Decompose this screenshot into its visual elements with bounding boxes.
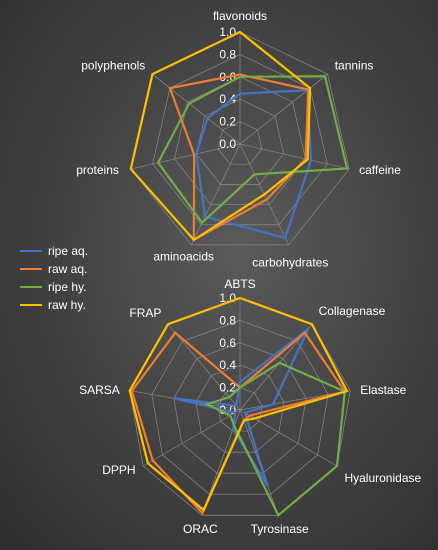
axis-label-proteins: proteins <box>76 163 119 177</box>
axis-label-collagenase: Collagenase <box>319 304 386 318</box>
series-ripe-hy <box>156 75 349 225</box>
axis-label-carbohydrates: carbohydrates <box>252 256 328 270</box>
grid-ring <box>195 364 285 453</box>
grid-spoke <box>239 323 313 411</box>
tick-label: 0.8 <box>219 47 236 61</box>
axis-label-orac: ORAC <box>183 522 218 536</box>
series-raw-aq <box>168 73 310 242</box>
axis-label-aminoacids: aminoacids <box>153 250 214 264</box>
axis-label-elastase: Elastase <box>360 383 406 397</box>
grid-ring <box>195 98 285 185</box>
legend-label: ripe aq. <box>48 244 89 258</box>
axis-label-dpph: DPPH <box>102 463 135 477</box>
series-ripe-hy <box>203 361 346 517</box>
legend-swatch <box>20 250 42 252</box>
tick-label: 0.4 <box>219 358 236 372</box>
grid-spoke <box>152 73 241 145</box>
axis-label-polyphenols: polyphenols <box>81 59 145 73</box>
grid-spoke <box>239 143 350 170</box>
tick-label: 0.8 <box>219 313 236 327</box>
legend-item-ripe-hy: ripe hy. <box>20 278 88 296</box>
axis-label-caffeine: caffeine <box>359 163 401 177</box>
series-raw-hy <box>128 296 349 512</box>
grid-spoke <box>239 409 279 516</box>
legend-item-raw-aq: raw aq. <box>20 260 88 278</box>
series-ripe-aq <box>195 89 313 240</box>
grid-spoke <box>142 409 241 467</box>
legend-label: ripe hy. <box>48 280 87 294</box>
grid-ring <box>152 54 328 226</box>
tick-label: 0.2 <box>219 115 236 129</box>
axis-label-sarsa: SARSA <box>79 383 120 397</box>
axis-label-abts: ABTS <box>224 277 255 291</box>
grid-spoke <box>239 73 328 145</box>
grid-spoke <box>239 409 338 467</box>
legend-swatch <box>20 268 42 270</box>
grid-ring <box>151 320 329 495</box>
radar-chart-2: 0.00.20.40.60.81.0ABTSCollagenaseElastas… <box>79 277 421 536</box>
grid-spoke <box>167 323 241 411</box>
legend: ripe aq. raw aq. ripe hy. raw hy. <box>20 242 88 314</box>
legend-label: raw aq. <box>48 262 88 276</box>
tick-label: 0.6 <box>219 336 236 350</box>
legend-label: raw hy. <box>48 298 86 312</box>
legend-item-raw-hy: raw hy. <box>20 296 88 314</box>
tick-label: 0.4 <box>219 92 236 106</box>
tick-label: 0.2 <box>219 381 236 395</box>
series-raw-hy <box>129 30 312 242</box>
tick-label: 0.0 <box>219 137 236 151</box>
axis-label-flavonoids: flavonoids <box>213 9 267 23</box>
axis-label-tyrosinase: Tyrosinase <box>251 522 309 536</box>
radar-chart-1: 0.00.20.40.60.81.0flavonoidstanninscaffe… <box>76 9 401 270</box>
legend-item-ripe-aq: ripe aq. <box>20 242 88 260</box>
grid-ring <box>173 342 307 474</box>
legend-swatch <box>20 304 42 306</box>
grid-spoke <box>191 143 241 246</box>
axis-label-frap: FRAP <box>129 306 161 320</box>
legend-swatch <box>20 286 42 288</box>
grid-ring <box>217 121 263 165</box>
axis-label-tannins: tannins <box>335 59 374 73</box>
axis-label-hyaluronidase: Hyaluronidase <box>344 471 421 485</box>
grid-spoke <box>130 143 241 170</box>
